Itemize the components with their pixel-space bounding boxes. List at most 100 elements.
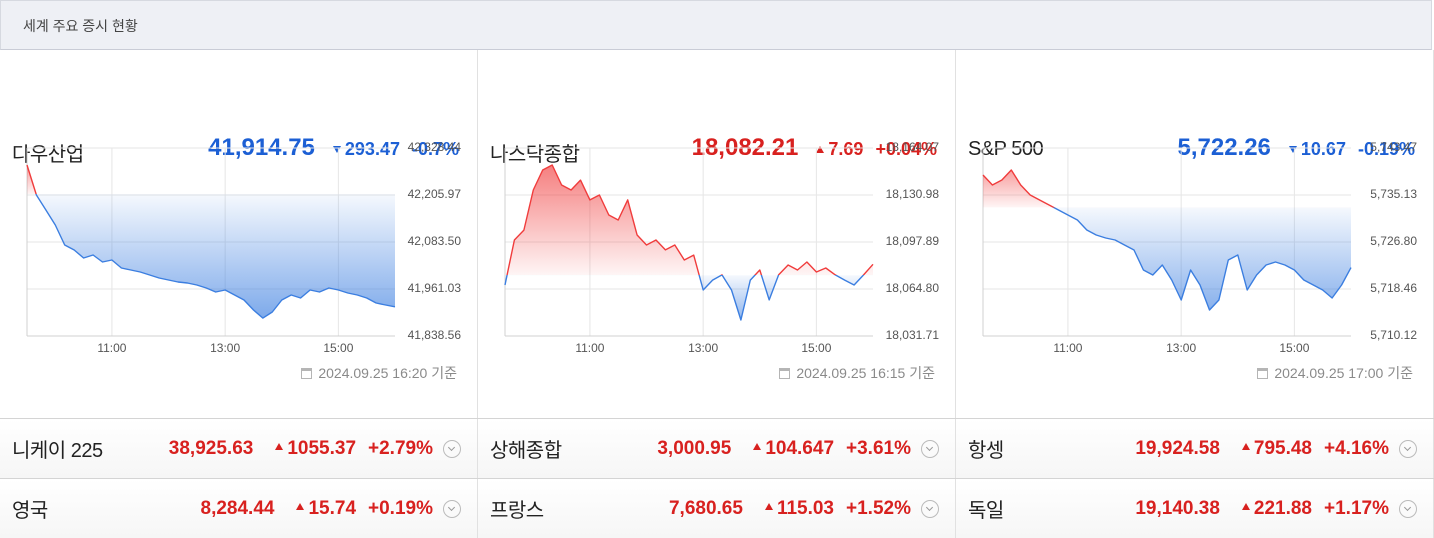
y-tick-label: 41,838.56 [408, 328, 462, 342]
arrow-icon [753, 443, 762, 450]
expand-button[interactable] [1399, 439, 1417, 458]
timestamp-text: 2024.09.25 16:15 기준 [796, 365, 935, 381]
price-line [504, 164, 874, 321]
change-pct: -0.19% [1357, 139, 1415, 159]
arrow-icon [275, 443, 284, 450]
x-tick-label: 11:00 [1053, 341, 1082, 355]
change: 115.03 [776, 497, 835, 519]
index-row: 니케이 225 38,925.63 1055.37 +2.79% 상해종합 3,000.9… [0, 418, 1434, 478]
index-name: 독일 [968, 500, 1004, 522]
x-tick-label: 15:00 [323, 341, 353, 355]
expand-button[interactable] [921, 499, 939, 518]
y-tick-label: 42,205.97 [408, 187, 462, 201]
change-pct: +0.19% [368, 497, 433, 519]
chart: 42,328.44 42,205.97 42,083.50 41,961.03 41,8… [26, 140, 462, 355]
index-name: 니케이 225 [12, 440, 103, 462]
x-tick-label: 11:00 [575, 341, 604, 355]
y-tick-label: 18,031.71 [886, 328, 940, 342]
index-cell: 니케이 225 38,925.63 1055.37 +2.79% [0, 419, 478, 478]
price: 19,924.58 [1135, 437, 1220, 459]
price-line [982, 169, 1352, 311]
arrow-icon [1288, 146, 1297, 153]
change-pct: +1.52% [846, 497, 911, 519]
quote: 38,925.63 1055.37 +2.79% [169, 438, 461, 460]
index-cell: 프랑스 7,680.65 115.03 +1.52% [478, 479, 956, 538]
change: 221.88 [1253, 497, 1313, 519]
y-tick-label: 5,718.46 [1370, 281, 1417, 295]
chart: 18,164.07 18,130.98 18,097.89 18,064.80 18,0… [504, 140, 940, 355]
expand-button[interactable] [921, 439, 939, 458]
timestamp: 2024.09.25 16:20 기준 [301, 363, 457, 383]
price: 38,925.63 [168, 437, 254, 459]
index-name: 상해종합 [490, 440, 562, 462]
change-pct: +4.16% [1324, 437, 1389, 459]
calendar-icon [301, 367, 313, 379]
chart: 5,743.47 5,735.13 5,726.80 5,718.46 5,710.12… [982, 140, 1417, 355]
change: 10.67 [1300, 139, 1346, 159]
area-fill [983, 170, 1351, 310]
index-panel: 다우산업 41,914.75 293.47 -0.7% 2024.09.25 16:20… [0, 50, 478, 418]
timestamp: 2024.09.25 16:15 기준 [779, 363, 935, 383]
x-tick-label: 15:00 [1279, 341, 1309, 355]
index-name: 프랑스 [490, 500, 544, 522]
y-tick-label: 18,064.80 [886, 281, 940, 295]
index-name: 영국 [12, 500, 48, 522]
change-pct: -0.7% [411, 139, 459, 159]
timestamp: 2024.09.25 17:00 기준 [1257, 363, 1413, 383]
change-pct: +0.04% [875, 139, 937, 159]
y-tick-label: 5,726.80 [1370, 234, 1417, 248]
quote: 19,140.38 221.88 +1.17% [1135, 498, 1417, 520]
price: 3,000.95 [657, 437, 732, 459]
y-tick-label: 5,710.12 [1370, 328, 1417, 342]
x-tick-label: 13:00 [1166, 341, 1196, 355]
price: 7,680.65 [668, 497, 743, 519]
change-pct: +2.79% [368, 437, 433, 459]
x-tick-label: 13:00 [210, 341, 240, 355]
index-row: 영국 8,284.44 15.74 +0.19% 프랑스 7,680.65 115.03 +1… [0, 478, 1434, 538]
x-tick-label: 15:00 [801, 341, 831, 355]
arrow-icon [816, 146, 825, 153]
index-panel: 나스닥종합 18,082.21 7.69 +0.04% 2024.09.25 16:15… [478, 50, 956, 418]
index-name: S&P 500 [968, 138, 1044, 160]
y-tick-label: 5,735.13 [1370, 187, 1417, 201]
change-pct: +1.17% [1324, 497, 1389, 519]
y-tick-label: 41,961.03 [408, 281, 462, 295]
change: 104.647 [765, 437, 835, 459]
quote: 3,000.95 104.647 +3.61% [657, 438, 939, 460]
index-cell: 항셍 19,924.58 795.48 +4.16% [956, 419, 1434, 478]
quote: 19,924.58 795.48 +4.16% [1135, 438, 1417, 460]
expand-button[interactable] [1399, 499, 1417, 518]
price: 8,284.44 [200, 497, 275, 519]
index-cell: 영국 8,284.44 15.74 +0.19% [0, 479, 478, 538]
area-fill [505, 165, 873, 320]
area-fill [27, 165, 395, 319]
arrow-icon [332, 146, 341, 153]
change-pct: +3.61% [846, 437, 911, 459]
arrow-icon [764, 503, 773, 510]
header-title: 세계 주요 증시 현황 [23, 18, 138, 34]
index-cell: 상해종합 3,000.95 104.647 +3.61% [478, 419, 956, 478]
expand-button[interactable] [443, 439, 461, 458]
index-name: 나스닥종합 [490, 144, 580, 166]
y-tick-label: 42,328.44 [408, 140, 462, 154]
expand-button[interactable] [443, 499, 461, 518]
quote: 7,680.65 115.03 +1.52% [669, 498, 939, 520]
y-tick-label: 18,097.89 [886, 234, 940, 248]
change: 293.47 [344, 139, 400, 159]
timestamp-text: 2024.09.25 17:00 기준 [1274, 365, 1413, 381]
change: 15.74 [308, 497, 357, 519]
header: 세계 주요 증시 현황 [0, 0, 1432, 50]
price-line [26, 164, 396, 319]
change: 7.69 [828, 139, 864, 159]
index-cell: 독일 19,140.38 221.88 +1.17% [956, 479, 1434, 538]
arrow-icon [1241, 503, 1250, 510]
y-tick-label: 42,083.50 [408, 234, 462, 248]
index-panel: S&P 500 5,722.26 10.67 -0.19% 2024.09.25 17:… [956, 50, 1434, 418]
arrow-icon [1241, 443, 1250, 450]
arrow-icon [296, 503, 305, 510]
calendar-icon [1257, 367, 1269, 379]
calendar-icon [779, 367, 791, 379]
y-tick-label: 5,743.47 [1370, 140, 1417, 154]
change: 1055.37 [287, 437, 357, 459]
